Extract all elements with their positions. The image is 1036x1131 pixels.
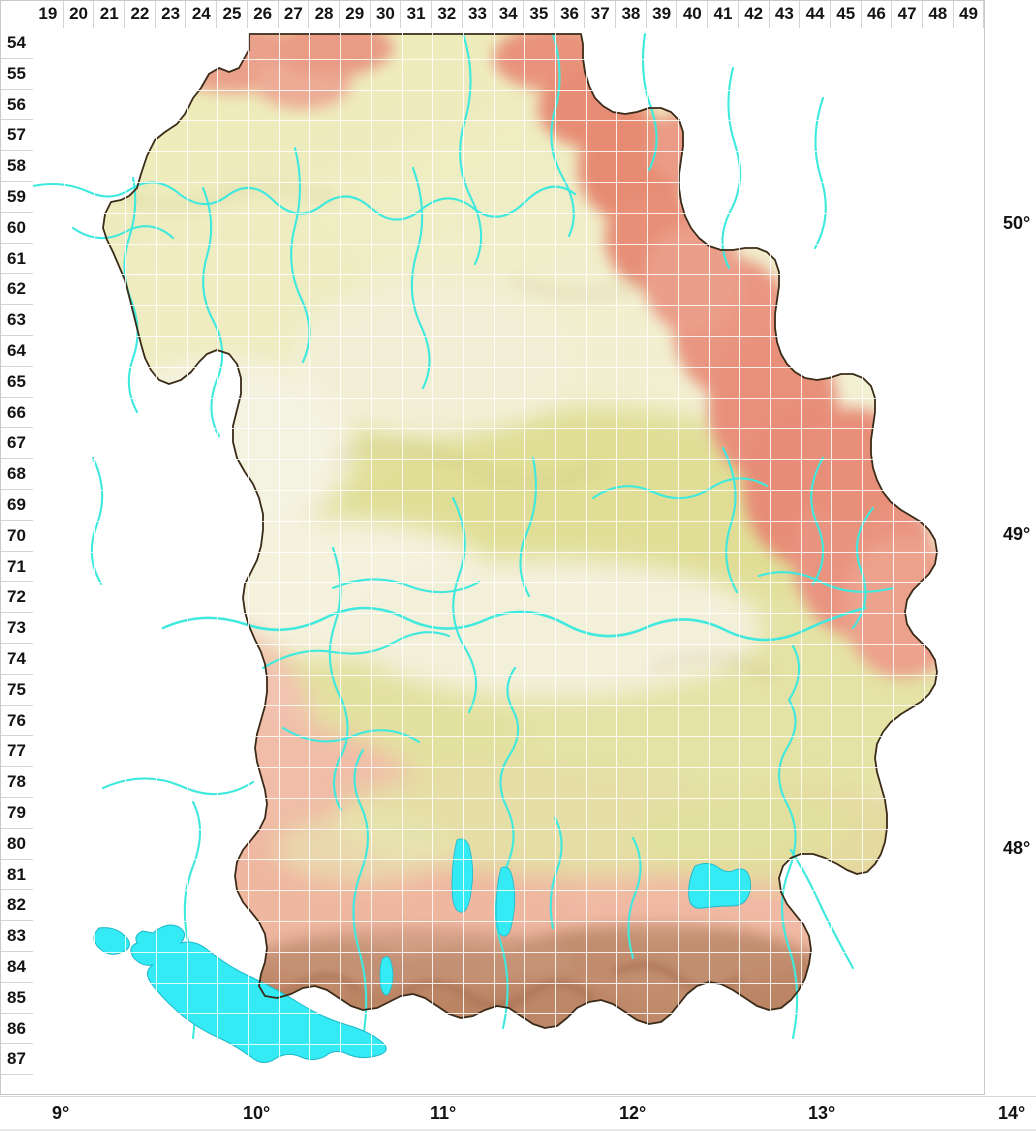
grid-row-label-61[interactable]: 61	[0, 243, 33, 275]
grid-row-label-85[interactable]: 85	[0, 982, 33, 1014]
grid-column-label-27[interactable]: 27	[278, 0, 310, 28]
grid-row-label-63[interactable]: 63	[0, 305, 33, 336]
grid-column-label-33[interactable]: 33	[462, 0, 494, 28]
grid-row-label-75[interactable]: 75	[0, 674, 33, 706]
grid-column-label-35[interactable]: 35	[524, 0, 555, 28]
longitude-label-13: 13°	[808, 1103, 836, 1123]
grid-column-label-42[interactable]: 42	[738, 0, 770, 28]
grid-row-label-83[interactable]: 83	[0, 921, 33, 952]
grid-row-label-81[interactable]: 81	[0, 859, 33, 891]
grid-column-label-21[interactable]: 21	[94, 0, 126, 28]
grid-column-label-47[interactable]: 47	[892, 0, 923, 28]
longitude-label-10: 10°	[243, 1103, 271, 1123]
map-canvas[interactable]	[33, 28, 985, 1075]
grid-row-label-57[interactable]: 57	[0, 120, 33, 152]
grid-row-label-80[interactable]: 80	[0, 828, 33, 860]
longitude-label-12: 12°	[619, 1103, 647, 1123]
grid-row-label-69[interactable]: 69	[0, 489, 33, 521]
grid-column-label-28[interactable]: 28	[309, 0, 340, 28]
latitude-label-49: 49°	[1003, 524, 1031, 544]
longitude-label-14: 14°	[998, 1103, 1026, 1123]
grid-row-label-54[interactable]: 54	[0, 28, 33, 59]
latitude-label-48: 48°	[1003, 838, 1031, 858]
grid-column-label-26[interactable]: 26	[247, 0, 279, 28]
grid-row-label-56[interactable]: 56	[0, 89, 33, 121]
grid-column-label-22[interactable]: 22	[125, 0, 156, 28]
longitude-axis: 9° 10° 11° 12° 13° 14°	[0, 1096, 1036, 1131]
grid-column-header: 19 20 21 22 23 24 25 26 27 28 29 30 31 32 33 34 35 36 37 38…	[33, 0, 985, 28]
grid-row-label-82[interactable]: 82	[0, 890, 33, 922]
grid-column-label-36[interactable]: 36	[554, 0, 586, 28]
grid-corner-cell	[0, 0, 34, 29]
grid-frame: 19 20 21 22 23 24 25 26 27 28 29 30 31 32 33 34 35 36 37 38…	[0, 0, 985, 1095]
grid-column-label-43[interactable]: 43	[769, 0, 801, 28]
grid-row-header: 54 55 56 57 58 59 60 61 62 63 64 65 66 67 68 69 70 71 72 73…	[0, 28, 33, 1076]
grid-row-label-66[interactable]: 66	[0, 397, 33, 429]
grid-column-label-48[interactable]: 48	[922, 0, 954, 28]
grid-row-label-60[interactable]: 60	[0, 212, 33, 244]
grid-column-label-40[interactable]: 40	[677, 0, 709, 28]
grid-row-label-74[interactable]: 74	[0, 643, 33, 675]
grid-column-label-31[interactable]: 31	[401, 0, 432, 28]
latitude-label-50: 50°	[1003, 213, 1031, 233]
grid-column-label-37[interactable]: 37	[585, 0, 617, 28]
grid-row-label-77[interactable]: 77	[0, 736, 33, 768]
grid-column-label-41[interactable]: 41	[708, 0, 739, 28]
grid-column-label-45[interactable]: 45	[830, 0, 862, 28]
grid-column-label-38[interactable]: 38	[616, 0, 647, 28]
grid-column-label-29[interactable]: 29	[339, 0, 371, 28]
grid-column-label-30[interactable]: 30	[370, 0, 402, 28]
grid-column-label-32[interactable]: 32	[431, 0, 463, 28]
grid-row-label-58[interactable]: 58	[0, 151, 33, 182]
longitude-label-9: 9°	[52, 1103, 70, 1123]
grid-row-label-64[interactable]: 64	[0, 335, 33, 367]
grid-row-label-79[interactable]: 79	[0, 797, 33, 829]
grid-row-label-70[interactable]: 70	[0, 520, 33, 552]
grid-row-label-84[interactable]: 84	[0, 951, 33, 983]
topographic-map	[33, 32, 938, 1063]
grid-row-label-78[interactable]: 78	[0, 767, 33, 798]
longitude-label-11: 11°	[430, 1103, 457, 1123]
grid-column-label-34[interactable]: 34	[493, 0, 524, 28]
grid-column-label-46[interactable]: 46	[861, 0, 893, 28]
grid-row-label-62[interactable]: 62	[0, 274, 33, 306]
grid-column-label-25[interactable]: 25	[217, 0, 248, 28]
grid-row-label-71[interactable]: 71	[0, 551, 33, 583]
grid-row-label-68[interactable]: 68	[0, 459, 33, 490]
bavaria-state-border	[102, 33, 938, 1029]
grid-column-label-23[interactable]: 23	[155, 0, 187, 28]
grid-row-label-73[interactable]: 73	[0, 613, 33, 644]
grid-column-label-24[interactable]: 24	[186, 0, 218, 28]
grid-row-label-76[interactable]: 76	[0, 705, 33, 737]
grid-column-label-49[interactable]: 49	[953, 0, 985, 28]
grid-row-label-72[interactable]: 72	[0, 582, 33, 614]
grid-row-label-55[interactable]: 55	[0, 58, 33, 90]
grid-column-label-19[interactable]: 19	[33, 0, 64, 28]
grid-row-label-59[interactable]: 59	[0, 181, 33, 213]
grid-row-label-67[interactable]: 67	[0, 428, 33, 460]
grid-column-label-20[interactable]: 20	[63, 0, 95, 28]
bottom-rule	[0, 1129, 1036, 1131]
lakes	[93, 838, 752, 1063]
grid-column-label-44[interactable]: 44	[800, 0, 831, 28]
grid-row-label-87[interactable]: 87	[0, 1044, 33, 1076]
grid-column-label-39[interactable]: 39	[646, 0, 678, 28]
grid-row-label-86[interactable]: 86	[0, 1013, 33, 1045]
grid-row-label-65[interactable]: 65	[0, 366, 33, 398]
